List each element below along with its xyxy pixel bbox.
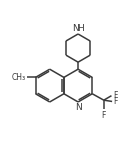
Text: N: N xyxy=(75,103,81,112)
Text: F: F xyxy=(113,91,117,100)
Text: H: H xyxy=(78,24,84,33)
Text: F: F xyxy=(102,111,106,120)
Text: N: N xyxy=(72,24,79,33)
Text: CH₃: CH₃ xyxy=(11,73,25,82)
Text: F: F xyxy=(114,97,118,106)
